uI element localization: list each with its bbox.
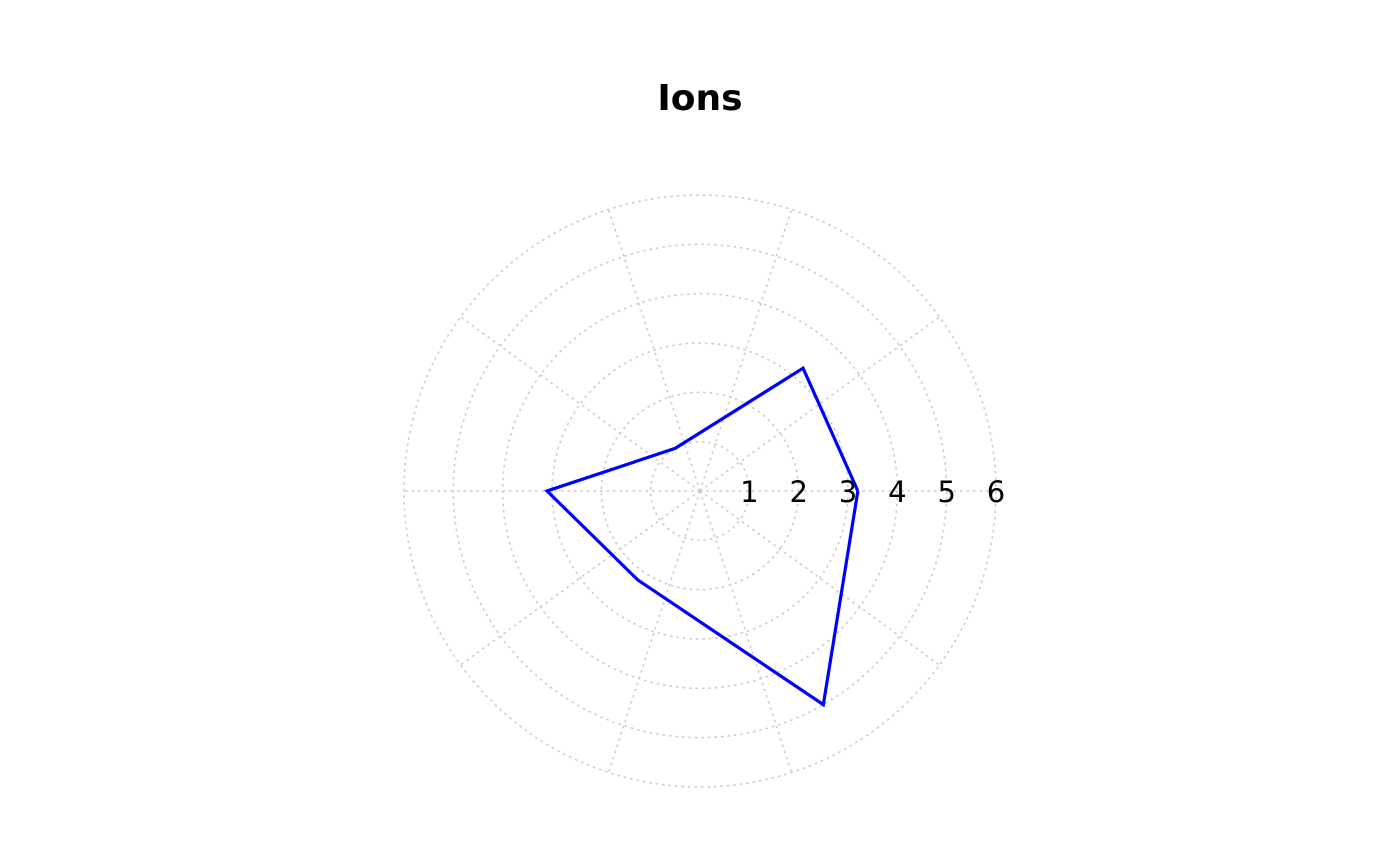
grid-ring-1 bbox=[649, 440, 751, 542]
r-tick-label-4: 4 bbox=[888, 475, 906, 509]
series-line-1 bbox=[544, 365, 860, 708]
r-tick-label-1: 1 bbox=[740, 475, 758, 509]
grid-ring-6 bbox=[403, 194, 997, 788]
r-tick-label-5: 5 bbox=[937, 475, 955, 509]
r-tick-label-2: 2 bbox=[789, 475, 807, 509]
grid-spoke-8 bbox=[607, 490, 701, 773]
grid-spoke-3 bbox=[699, 209, 793, 492]
chart-title: Ions bbox=[657, 78, 742, 119]
r-tick-label-3: 3 bbox=[839, 475, 857, 509]
grid-ring-3 bbox=[551, 342, 849, 640]
grid-spoke-5 bbox=[460, 316, 701, 492]
polar-grid bbox=[403, 194, 997, 788]
r-tick-label-6: 6 bbox=[987, 475, 1005, 509]
grid-ring-5 bbox=[452, 243, 948, 739]
series-layer bbox=[544, 365, 860, 708]
